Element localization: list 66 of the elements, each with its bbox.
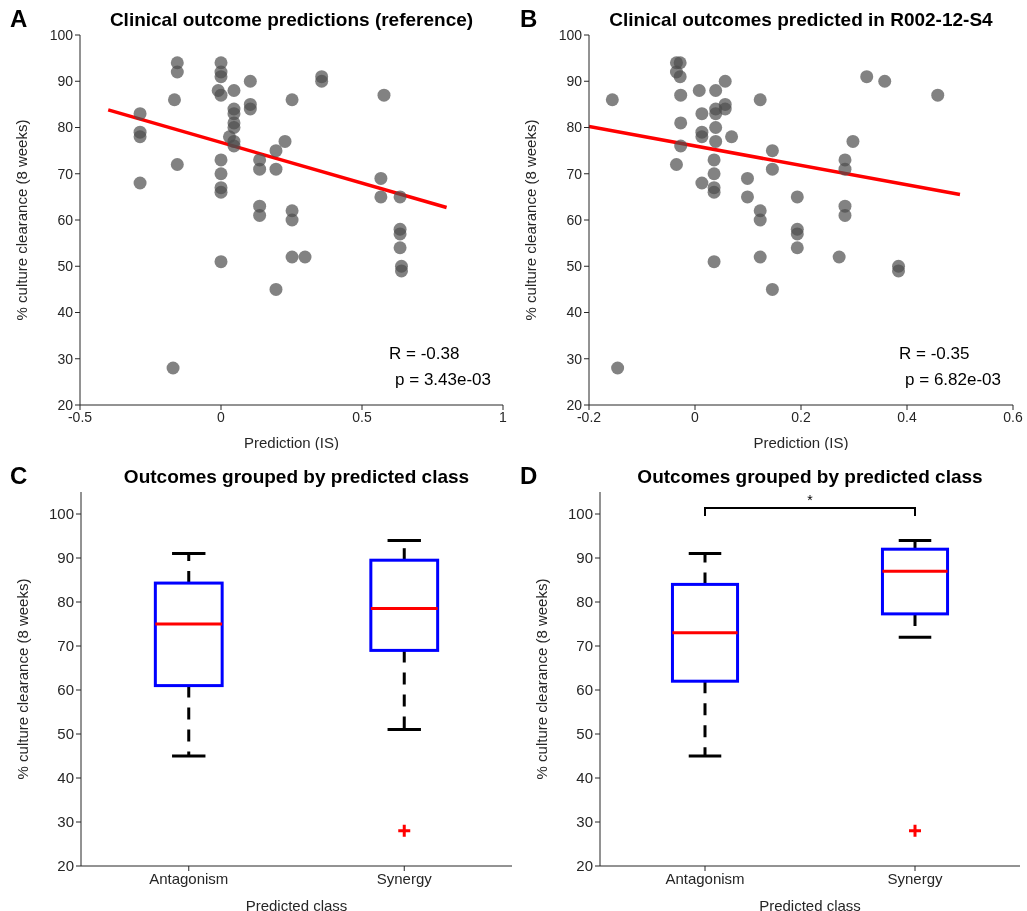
y-tick-label: 100 bbox=[48, 505, 74, 523]
annotation: R = -0.38 bbox=[389, 343, 461, 365]
text: D bbox=[520, 462, 538, 490]
y-tick-label: 100 bbox=[49, 26, 74, 43]
y-tick-label: 60 bbox=[57, 211, 74, 228]
y-tick-label: 60 bbox=[576, 681, 593, 699]
annotation: p = 6.82e-03 bbox=[904, 369, 1001, 391]
y-tick-label: 80 bbox=[57, 119, 74, 136]
y-tick-label: 30 bbox=[566, 350, 583, 367]
x-tick-label: Synergy bbox=[887, 869, 944, 887]
y-tick-label: 50 bbox=[57, 725, 74, 743]
y-tick-label: 90 bbox=[566, 73, 583, 90]
x-tick-label: 0.4 bbox=[897, 408, 917, 425]
x-tick-label: 0 bbox=[691, 408, 700, 425]
x-tick-label: Antagonism bbox=[665, 869, 745, 887]
x-tick-label: 0.6 bbox=[1003, 408, 1023, 425]
y-tick-label: 60 bbox=[566, 211, 583, 228]
chart-title: Clinical outcome predictions (reference) bbox=[109, 9, 474, 30]
annotation: p = 3.43e-03 bbox=[394, 369, 491, 391]
y-tick-label: 50 bbox=[576, 725, 593, 743]
y-tick-label: 20 bbox=[576, 857, 593, 875]
y-tick-label: 80 bbox=[566, 119, 583, 136]
x-axis-title: Predicted class bbox=[245, 897, 348, 911]
y-tick-label: 20 bbox=[57, 857, 74, 875]
y-tick-label: 30 bbox=[57, 813, 74, 831]
y-tick-label: 100 bbox=[567, 505, 593, 523]
text: B bbox=[520, 5, 538, 33]
y-tick-label: 70 bbox=[57, 637, 74, 655]
y-axis-title: % culture clearance (8 weeks) bbox=[13, 578, 31, 780]
y-tick-label: 70 bbox=[566, 165, 583, 182]
y-tick-label: 90 bbox=[576, 549, 593, 567]
y-tick-label: 100 bbox=[558, 26, 583, 43]
y-tick-label: 30 bbox=[57, 350, 74, 367]
y-tick-label: 60 bbox=[57, 681, 74, 699]
y-tick-label: 40 bbox=[576, 769, 593, 787]
y-tick-label: 70 bbox=[57, 165, 74, 182]
x-axis-title: Predicted class bbox=[759, 897, 861, 911]
y-tick-label: 40 bbox=[57, 304, 74, 321]
x-tick-label: 0.2 bbox=[791, 408, 811, 425]
y-tick-label: 50 bbox=[566, 258, 583, 275]
x-tick-label: Synergy bbox=[376, 869, 433, 887]
annotation: * bbox=[806, 492, 814, 508]
text: A bbox=[10, 5, 28, 33]
y-axis-title: % culture clearance (8 weeks) bbox=[532, 578, 550, 780]
y-tick-label: 70 bbox=[576, 637, 593, 655]
chart-title: Clinical outcomes predicted in R002-12-S4 bbox=[609, 9, 993, 30]
x-tick-label: 0.5 bbox=[352, 408, 372, 425]
annotation: R = -0.35 bbox=[899, 343, 971, 365]
y-tick-label: 20 bbox=[566, 396, 583, 413]
y-tick-label: 90 bbox=[57, 549, 74, 567]
y-tick-label: 80 bbox=[57, 593, 74, 611]
y-tick-label: 50 bbox=[57, 258, 74, 275]
chart-title: Outcomes grouped by predicted class bbox=[636, 466, 984, 488]
x-tick-label: Antagonism bbox=[149, 869, 229, 887]
y-axis-title: % culture clearance (8 weeks) bbox=[12, 119, 30, 321]
x-tick-label: 0 bbox=[217, 408, 226, 425]
y-tick-label: 90 bbox=[57, 73, 74, 90]
y-tick-label: 30 bbox=[576, 813, 593, 831]
x-tick-label: 1 bbox=[499, 408, 508, 425]
y-tick-label: 40 bbox=[57, 769, 74, 787]
y-tick-label: 20 bbox=[57, 396, 74, 413]
y-tick-label: 40 bbox=[566, 304, 583, 321]
y-tick-label: 80 bbox=[576, 593, 593, 611]
text: C bbox=[10, 462, 28, 490]
chart-title: Outcomes grouped by predicted class bbox=[123, 466, 470, 487]
y-axis-title: % culture clearance (8 weeks) bbox=[521, 119, 539, 321]
